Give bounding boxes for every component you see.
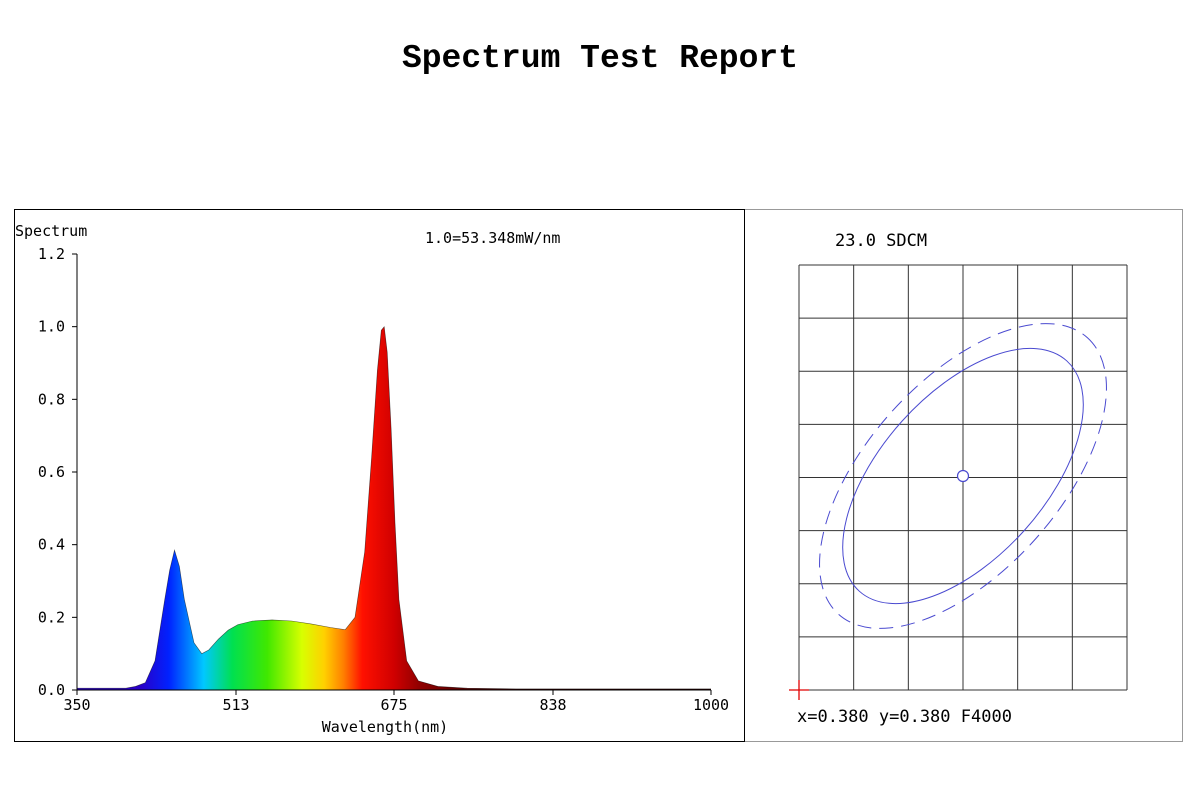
x-tick-label: 1000 — [693, 696, 729, 714]
sdcm-ellipse-chart: 23.0 SDCM x=0.380 y=0.380 F4000 — [789, 231, 1128, 727]
x-tick-label: 838 — [539, 696, 566, 714]
target-point-marker — [956, 469, 970, 483]
x-tick-label: 675 — [380, 696, 407, 714]
spectrum-chart-panel: 0.0 0.2 0.4 0.6 0.8 1.0 1.2 350 513 675 838 1000 Spe… — [14, 209, 745, 742]
y-tick-label: 0.2 — [38, 608, 65, 626]
chromaticity-readout: x=0.380 y=0.380 F4000 — [797, 707, 1012, 727]
sdcm-ellipse-inner — [842, 347, 1084, 605]
chromaticity-panel: 23.0 SDCM x=0.380 y=0.380 F4000 — [745, 209, 1183, 742]
sdcm-ellipse-outer — [819, 323, 1107, 629]
y-axis-label: Spectrum — [15, 222, 87, 240]
y-tick-label: 1.0 — [38, 318, 65, 336]
y-tick-label: 0.0 — [38, 681, 65, 699]
y-tick-label: 0.4 — [38, 536, 65, 554]
y-tick-label: 0.8 — [38, 390, 65, 408]
x-axis-label: Wavelength(nm) — [322, 718, 448, 736]
y-tick-label: 1.2 — [38, 245, 65, 263]
report-title: Spectrum Test Report — [401, 40, 799, 77]
x-tick-label: 513 — [222, 696, 249, 714]
scale-annotation: 1.0=53.348mW/nm — [425, 229, 560, 247]
y-tick-label: 0.6 — [38, 463, 65, 481]
spectrum-area — [77, 326, 711, 690]
x-tick-label: 350 — [63, 696, 90, 714]
spectrum-line — [77, 325, 711, 690]
spectrum-chart: 0.0 0.2 0.4 0.6 0.8 1.0 1.2 350 513 675 838 1000 Spe… — [15, 222, 729, 736]
sdcm-header: 23.0 SDCM — [835, 231, 927, 251]
